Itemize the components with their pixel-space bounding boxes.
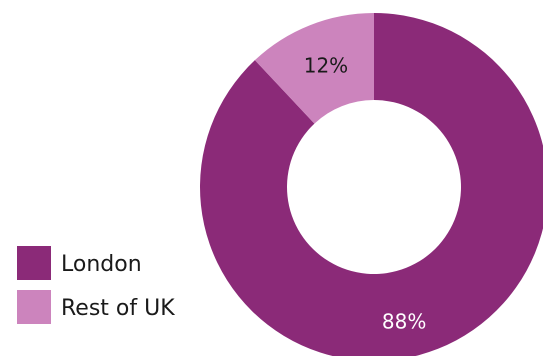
legend-item-rest-of-uk: Rest of UK: [17, 290, 175, 324]
legend-swatch-rest-of-uk: [17, 290, 51, 324]
slice-rest-of-uk: [254, 13, 374, 124]
legend-swatch-london: [17, 246, 51, 280]
slice-london: [200, 13, 543, 356]
data-label-rest-of-uk: 12%: [304, 54, 348, 78]
donut-slices: [200, 13, 543, 356]
legend-item-london: London: [17, 246, 142, 280]
legend: London Rest of UK: [17, 246, 175, 324]
data-label-london: 88%: [382, 310, 426, 334]
donut-data-labels: 88% 12%: [304, 54, 427, 334]
legend-label-london: London: [61, 252, 142, 277]
legend-label-rest-of-uk: Rest of UK: [61, 296, 175, 321]
